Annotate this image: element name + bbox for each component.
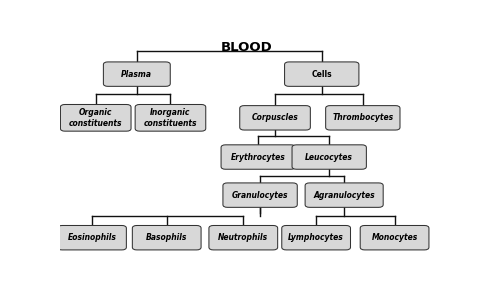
FancyBboxPatch shape	[284, 62, 359, 86]
FancyBboxPatch shape	[240, 106, 310, 130]
Text: Thrombocytes: Thrombocytes	[332, 113, 393, 122]
Text: Erythrocytes: Erythrocytes	[231, 152, 286, 162]
FancyBboxPatch shape	[221, 145, 295, 169]
FancyBboxPatch shape	[360, 226, 429, 250]
FancyBboxPatch shape	[305, 183, 383, 207]
FancyBboxPatch shape	[282, 226, 350, 250]
Text: Granulocytes: Granulocytes	[232, 191, 288, 200]
Text: Corpuscles: Corpuscles	[252, 113, 298, 122]
FancyBboxPatch shape	[104, 62, 170, 86]
FancyBboxPatch shape	[326, 106, 400, 130]
Text: Lymphocytes: Lymphocytes	[288, 233, 344, 242]
FancyBboxPatch shape	[135, 104, 206, 131]
Text: Leucocytes: Leucocytes	[305, 152, 353, 162]
FancyBboxPatch shape	[209, 226, 278, 250]
FancyBboxPatch shape	[292, 145, 366, 169]
Text: Organic
constituents: Organic constituents	[69, 108, 122, 127]
Text: Neutrophils: Neutrophils	[218, 233, 268, 242]
FancyBboxPatch shape	[60, 104, 131, 131]
Text: Eosinophils: Eosinophils	[67, 233, 117, 242]
Text: Inorganic
constituents: Inorganic constituents	[144, 108, 197, 127]
Text: Basophils: Basophils	[146, 233, 187, 242]
FancyBboxPatch shape	[133, 226, 201, 250]
Text: Monocytes: Monocytes	[372, 233, 418, 242]
Text: Plasma: Plasma	[121, 70, 152, 79]
FancyBboxPatch shape	[58, 226, 126, 250]
Text: Cells: Cells	[311, 70, 332, 79]
FancyBboxPatch shape	[223, 183, 297, 207]
Text: BLOOD: BLOOD	[221, 40, 273, 54]
Text: Agranulocytes: Agranulocytes	[313, 191, 375, 200]
